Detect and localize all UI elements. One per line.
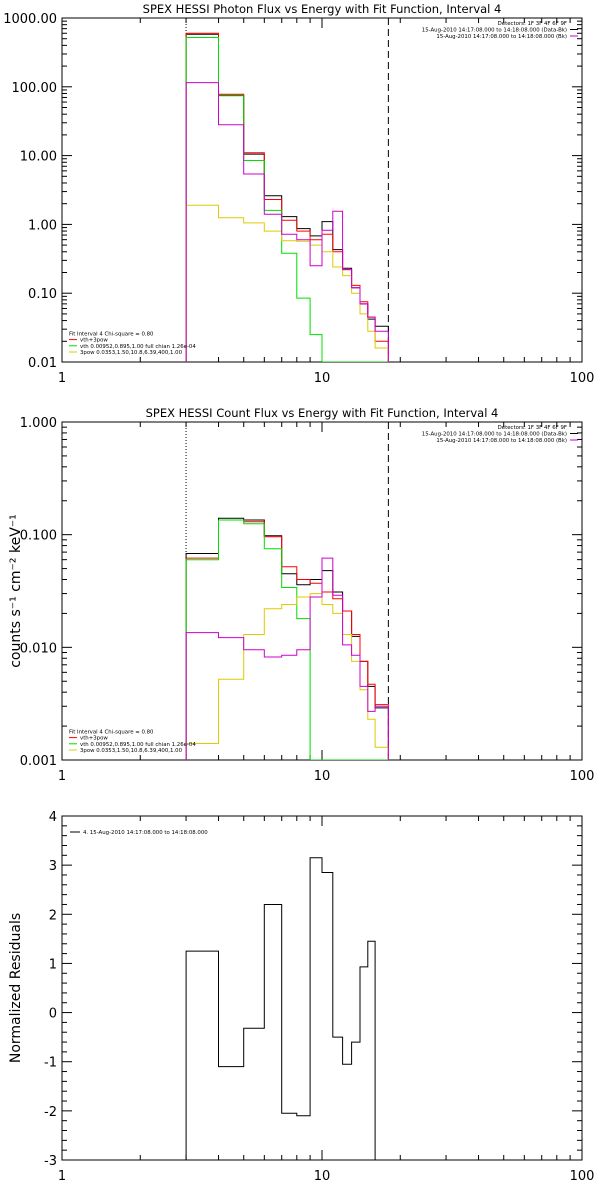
- legend-label-3pow: 3pow 0.0353,1.50,10.8,6.39,400,1.00: [80, 748, 183, 754]
- legend-label-vth+3pow: vth+3pow: [80, 338, 108, 344]
- legend-label-vth: vth 0.00952,0.895,1.00 full chian 1.26e-…: [80, 344, 196, 350]
- panel-3: 1 10 100 -3 -2 -1 0 1 2 3 4 Normalized Residuals 4. …: [8, 810, 594, 1184]
- legend-label-vth: vth 0.00952,0.895,1.00 full chian 1.26e-…: [80, 742, 196, 748]
- plot-frame: [61, 17, 583, 363]
- panel-1: SPEX HESSI Photon Flux vs Energy with Fi…: [3, 2, 594, 386]
- y-tick-label: 100.00: [12, 81, 58, 96]
- legend-title: Fit Interval 4 Chi-square = 0.80: [69, 729, 154, 735]
- y-tick-label: 0.10: [28, 287, 57, 302]
- info-text: 15-Aug-2010 14:17:08.000 to 14:18:08.000…: [436, 34, 567, 40]
- y-tick-label: 1: [49, 957, 57, 972]
- series-data-line: [185, 517, 389, 760]
- info-text: 15-Aug-2010 14:17:08.000 to 14:18:08.000…: [422, 432, 567, 438]
- y-tick-label: 10.00: [20, 150, 57, 165]
- chart-title: SPEX HESSI Photon Flux vs Energy with Fi…: [143, 2, 502, 16]
- x-tick-label: 10: [314, 371, 331, 386]
- series-data-line: [185, 33, 389, 362]
- x-tick-label: 100: [570, 371, 595, 386]
- info-text: 15-Aug-2010 14:17:08.000 to 14:18:08.000…: [422, 28, 567, 34]
- legend-label-3pow: 3pow 0.0353,1.50,10.8,6.39,400,1.00: [80, 350, 183, 356]
- legend-label-residuals: 4. 15-Aug-2010 14:17:08.000 to 14:18:08.…: [83, 830, 208, 836]
- series-residuals-line: [185, 857, 376, 1160]
- y-tick-label: 3: [49, 859, 57, 874]
- y-tick-label: -3: [44, 1154, 57, 1169]
- legend-label-vth+3pow: vth+3pow: [80, 736, 108, 742]
- y-tick-label: 0.100: [20, 529, 57, 544]
- y-axis-label: counts s⁻¹ cm⁻² keV⁻¹: [8, 514, 24, 668]
- panel-2: SPEX HESSI Count Flux vs Energy with Fit…: [8, 406, 594, 784]
- series-bk-line: [185, 82, 389, 362]
- y-tick-label: 0.010: [20, 641, 57, 656]
- x-tick-label: 10: [314, 1169, 331, 1184]
- info-text: Detectors: 1F 3F 4F 6F 9F: [498, 21, 567, 27]
- x-tick-label: 1: [58, 1169, 66, 1184]
- info-text: 15-Aug-2010 14:17:08.000 to 14:18:08.000…: [436, 438, 567, 444]
- x-tick-label: 100: [570, 1169, 595, 1184]
- series-3pow-line: [185, 204, 389, 362]
- x-tick-label: 1: [58, 371, 66, 386]
- x-tick-label: 1: [58, 769, 66, 784]
- y-tick-label: 2: [49, 908, 57, 923]
- x-tick-label: 100: [570, 769, 595, 784]
- y-tick-label: 4: [49, 810, 57, 825]
- series-bk-line: [185, 557, 389, 760]
- info-text: Detectors: 1F 3F 4F 6F 9F: [498, 425, 567, 431]
- series-3pow-line: [185, 593, 389, 760]
- series-vth+3pow-line: [185, 519, 389, 760]
- y-tick-label: -2: [44, 1105, 57, 1120]
- legend-title: Fit Interval 4 Chi-square = 0.80: [69, 331, 154, 337]
- y-tick-label: 1.000: [20, 416, 57, 431]
- series-vth-line: [185, 519, 389, 760]
- y-tick-label: -1: [44, 1056, 57, 1071]
- x-tick-label: 10: [314, 769, 331, 784]
- y-tick-label: 0: [49, 1007, 57, 1022]
- y-tick-label: 1.00: [28, 218, 57, 233]
- y-tick-label: 1000.00: [3, 12, 57, 27]
- series-vth-line: [185, 37, 389, 362]
- chart-title: SPEX HESSI Count Flux vs Energy with Fit…: [146, 406, 499, 420]
- y-axis-label: Normalized Residuals: [8, 913, 24, 1063]
- y-tick-label: 0.001: [20, 754, 57, 769]
- y-tick-label: 0.01: [28, 356, 57, 371]
